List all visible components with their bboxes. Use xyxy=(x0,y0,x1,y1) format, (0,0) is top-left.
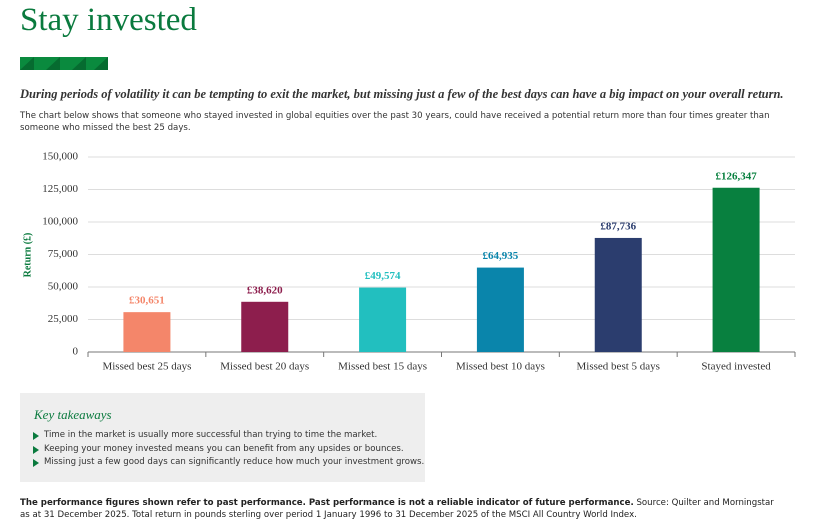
y-axis-label: Return (£) xyxy=(22,233,33,278)
value-label: £126,347 xyxy=(715,170,757,182)
footer: The performance figures shown refer to p… xyxy=(20,497,780,521)
y-tick-label: 125,000 xyxy=(42,183,78,195)
takeaways-box: Key takeaways Time in the market is usua… xyxy=(20,393,425,482)
y-tick-label: 150,000 xyxy=(42,151,78,163)
y-tick-label: 75,000 xyxy=(48,248,79,260)
bar xyxy=(359,287,407,352)
takeaways-list: Time in the market is usually more succe… xyxy=(32,429,424,470)
footer-bold: The performance figures shown refer to p… xyxy=(20,498,634,508)
value-label: £38,620 xyxy=(247,284,283,296)
subtitle: During periods of volatility it can be t… xyxy=(20,87,784,101)
value-label: £87,736 xyxy=(600,220,636,232)
page-title: Stay invested xyxy=(20,2,197,38)
takeaway-item: Keeping your money invested means you ca… xyxy=(32,443,424,457)
y-tick-label: 50,000 xyxy=(48,281,79,293)
x-tick-label: Stayed invested xyxy=(701,361,771,373)
x-tick-label: Missed best 15 days xyxy=(338,361,427,373)
bar xyxy=(594,237,642,352)
y-tick-label: 25,000 xyxy=(48,313,79,325)
x-tick-label: Missed best 10 days xyxy=(456,361,545,373)
takeaways-title: Key takeaways xyxy=(34,407,112,422)
takeaway-item: Time in the market is usually more succe… xyxy=(32,429,424,443)
bar xyxy=(476,267,524,352)
bar xyxy=(241,301,289,352)
x-tick-label: Missed best 20 days xyxy=(220,361,309,373)
description: The chart below shows that someone who s… xyxy=(20,111,770,133)
y-tick-label: 0 xyxy=(73,346,79,358)
bar xyxy=(712,187,760,352)
decor-bar xyxy=(20,57,108,70)
bar xyxy=(123,312,171,352)
value-label: £49,574 xyxy=(365,270,401,282)
value-label: £64,935 xyxy=(483,250,519,262)
takeaway-item: Missing just a few good days can signifi… xyxy=(32,456,424,470)
x-tick-label: Missed best 25 days xyxy=(102,361,191,373)
value-label: £30,651 xyxy=(129,295,165,307)
y-tick-label: 100,000 xyxy=(42,216,78,228)
x-tick-label: Missed best 5 days xyxy=(577,361,660,373)
footer-text: Source: Quilter and Morningstar as at 31… xyxy=(20,498,774,520)
